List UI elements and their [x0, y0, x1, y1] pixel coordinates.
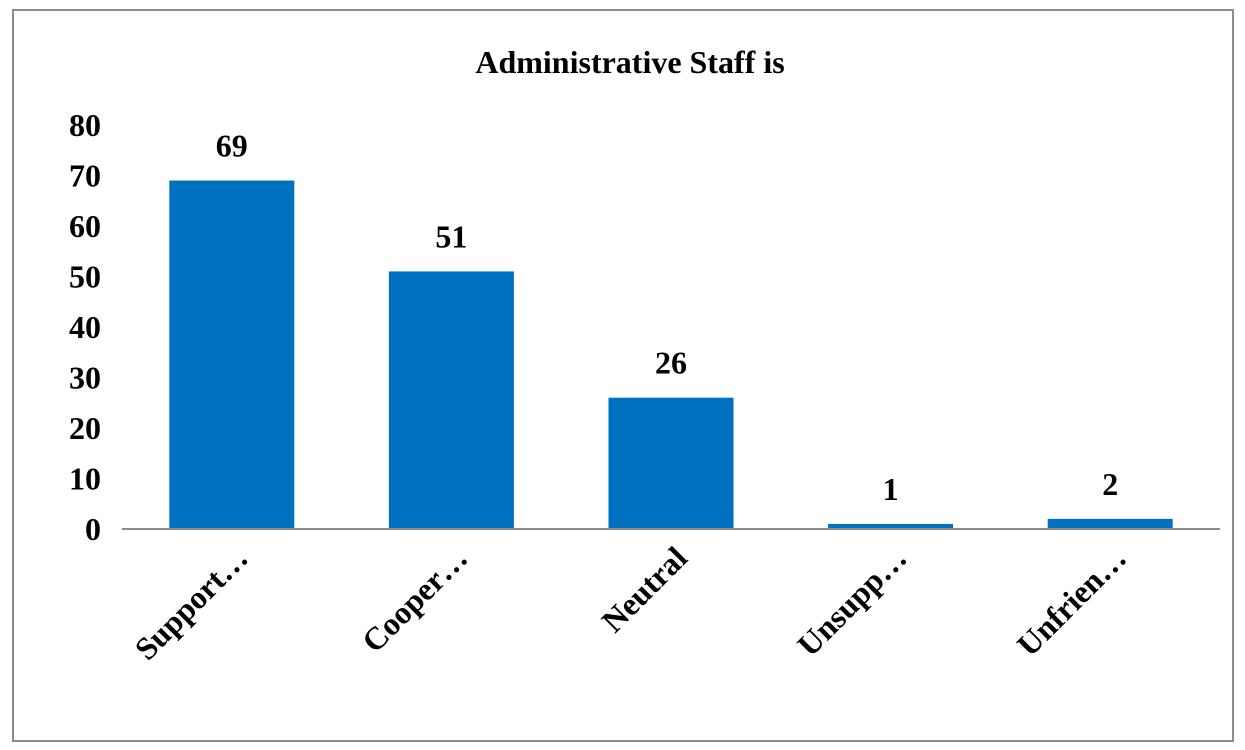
data-label: 26 — [655, 345, 687, 381]
y-tick-label: 50 — [69, 259, 101, 295]
data-labels: 69 51 26 1 2 — [216, 128, 1118, 507]
y-tick-label: 80 — [69, 107, 101, 143]
data-label: 51 — [435, 218, 467, 254]
x-tick-label: Support… — [127, 539, 254, 666]
x-tick-label: Unfrien… — [1010, 539, 1134, 663]
bars — [169, 180, 1173, 530]
y-tick-label: 30 — [69, 360, 101, 396]
bar — [828, 523, 954, 529]
y-tick-label: 60 — [69, 208, 101, 244]
y-axis-ticks: 0 10 20 30 40 50 60 70 80 — [69, 107, 101, 547]
x-tick-label: Cooper… — [355, 539, 475, 659]
bar — [1047, 518, 1173, 529]
bar — [388, 271, 514, 529]
x-tick-label: Neutral — [594, 539, 694, 639]
y-tick-label: 10 — [69, 461, 101, 497]
y-tick-label: 40 — [69, 309, 101, 345]
y-tick-label: 20 — [69, 410, 101, 446]
chart-title: Administrative Staff is — [475, 44, 784, 80]
x-tick-label: Unsupp… — [790, 539, 914, 663]
data-label: 69 — [216, 128, 248, 164]
y-tick-label: 70 — [69, 158, 101, 194]
y-tick-label: 0 — [85, 511, 101, 547]
x-axis-ticks: Support… Cooper… Neutral Unsupp… Unfrien… — [127, 539, 1133, 666]
bar — [608, 397, 734, 529]
bar — [169, 180, 295, 530]
data-label: 2 — [1102, 466, 1118, 502]
data-label: 1 — [883, 471, 899, 507]
